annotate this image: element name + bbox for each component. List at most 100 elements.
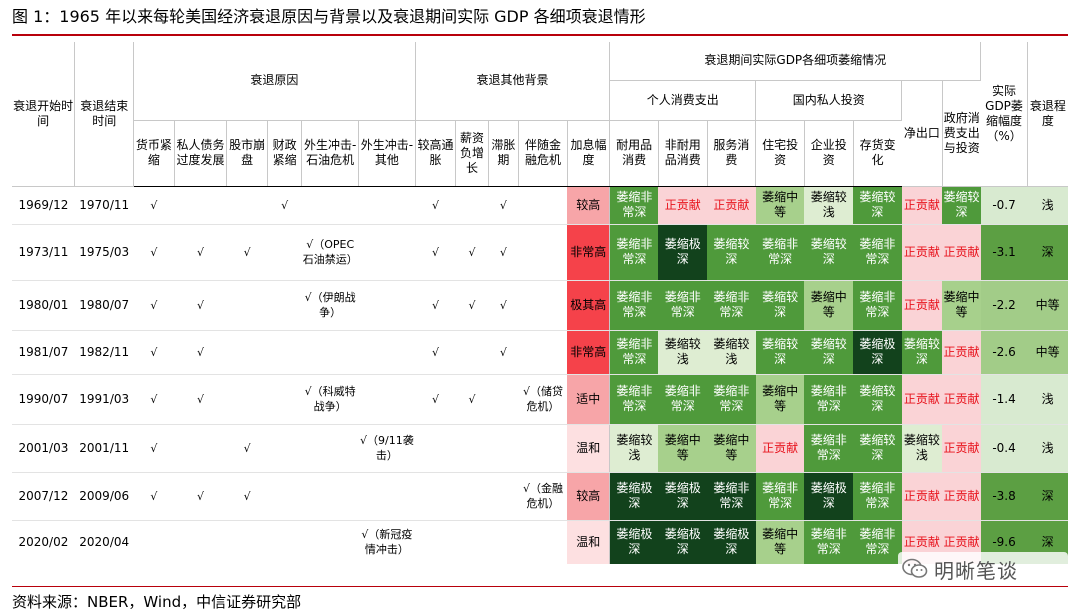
- cell-nondurable-consumption: 萎缩非常深: [658, 280, 708, 331]
- cell-degree: 中等: [1027, 330, 1068, 375]
- cell-high-inflation: √: [415, 330, 456, 375]
- cell-inventory-change: 萎缩非常深: [853, 280, 902, 331]
- cell-residential-investment: 萎缩中等: [755, 374, 805, 425]
- cell-monetary-tightening: √: [133, 424, 175, 473]
- table-row: 1990/07 1991/03 √ √ √（科威特战争） √ √ √（储贷危机） 适中 萎缩非常深…: [12, 374, 1068, 425]
- cell-gdp-drop: -0.7: [980, 186, 1028, 225]
- cell-gdp-drop: -0.4: [980, 424, 1028, 473]
- cell-financial-crisis: √（金融危机）: [518, 472, 568, 521]
- header-start: 衰退开始时间: [12, 42, 76, 187]
- cell-nondurable-consumption: 萎缩中等: [658, 424, 708, 473]
- cell-stock-crash: √: [226, 424, 268, 473]
- cell-nondurable-consumption: 萎缩极深: [658, 472, 708, 521]
- cell-negative-wage: [456, 520, 488, 564]
- cell-oil-shock: √（伊朗战争）: [301, 280, 359, 331]
- cell-durable-consumption: 萎缩非常深: [609, 186, 659, 225]
- cell-gov-spending: 正贡献: [942, 472, 981, 521]
- cell-private-debt: [174, 186, 227, 225]
- header-other-shock: 外生冲击-其他: [358, 120, 416, 187]
- cell-net-export: 萎缩较浅: [901, 424, 943, 473]
- cell-services-consumption: 萎缩非常深: [707, 280, 756, 331]
- cell-durable-consumption: 萎缩非常深: [609, 374, 659, 425]
- cell-gov-spending: 萎缩较深: [942, 186, 981, 225]
- cell-degree: 浅: [1027, 186, 1068, 225]
- cell-negative-wage: [455, 186, 489, 225]
- header-consumption: 个人消费支出: [609, 80, 757, 121]
- watermark-text: 明晰笔谈: [934, 558, 1018, 583]
- cell-rate-hike: 较高: [567, 186, 610, 225]
- cell-end-date: 1970/11: [74, 186, 134, 225]
- header-business-investment: 企业投资: [804, 120, 854, 187]
- cell-inventory-change: 萎缩非常深: [853, 224, 902, 281]
- cell-stock-crash: [227, 520, 268, 564]
- cell-residential-investment: 萎缩非常深: [755, 224, 805, 281]
- watermark: 明晰笔谈: [898, 552, 1068, 586]
- cell-start-date: 1980/01: [12, 280, 75, 331]
- cell-private-debt: √: [174, 472, 227, 521]
- cell-private-debt: √: [174, 224, 227, 281]
- header-stock-crash: 股市崩盘: [226, 120, 268, 187]
- cell-start-date: 2007/12: [12, 472, 75, 521]
- cell-stock-crash: √: [226, 472, 268, 521]
- cell-fiscal-tightening: [267, 280, 302, 331]
- cell-durable-consumption: 萎缩较浅: [609, 424, 659, 473]
- cell-high-inflation: [415, 472, 456, 521]
- recession-table: 衰退开始时间 衰退结束时间 衰退原因 衰退其他背景 衰退期间实际GDP各细项萎缩…: [12, 42, 1068, 564]
- cell-other-shock: [358, 330, 416, 375]
- cell-durable-consumption: 萎缩非常深: [609, 280, 659, 331]
- cell-inventory-change: 萎缩非常深: [853, 520, 902, 564]
- cell-business-investment: 萎缩较深: [804, 330, 854, 375]
- table-row: 1980/01 1980/07 √ √ √（伊朗战争） √ √ √ 极其高 萎缩非常深 萎缩非常深萎…: [12, 280, 1068, 331]
- cell-monetary-tightening: √: [133, 374, 175, 425]
- cell-stagflation: √: [488, 280, 519, 331]
- cell-residential-investment: 萎缩中等: [755, 186, 805, 225]
- header-rate-hike: 加息幅度: [567, 120, 611, 187]
- cell-oil-shock: [301, 186, 359, 225]
- cell-degree: 深: [1027, 472, 1068, 521]
- cell-nondurable-consumption: 萎缩非常深: [658, 374, 708, 425]
- header-other-background: 衰退其他背景: [415, 42, 611, 121]
- cell-monetary-tightening: √: [133, 472, 175, 521]
- cell-durable-consumption: 萎缩非常深: [609, 224, 659, 281]
- cell-end-date: 1982/11: [74, 330, 134, 375]
- cell-services-consumption: 萎缩非常深: [707, 374, 756, 425]
- cell-monetary-tightening: √: [133, 280, 175, 331]
- cell-rate-hike: 温和: [567, 424, 610, 473]
- cell-stock-crash: [226, 280, 268, 331]
- cell-high-inflation: √: [415, 374, 456, 425]
- cell-degree: 深: [1027, 224, 1068, 281]
- cell-services-consumption: 萎缩较浅: [707, 330, 756, 375]
- table-row: 1969/12 1970/11 √ √ √ √ 较高 萎缩非常深 正贡献 正贡献 萎缩中等 萎缩较浅萎…: [12, 186, 1068, 225]
- cell-financial-crisis: [518, 424, 568, 473]
- cell-business-investment: 萎缩中等: [804, 280, 854, 331]
- cell-oil-shock: √（OPEC石油禁运）: [301, 224, 359, 281]
- cell-stagflation: √: [488, 330, 519, 375]
- source-divider: [12, 586, 1068, 587]
- cell-end-date: 2009/06: [74, 472, 134, 521]
- cell-gov-spending: 正贡献: [942, 330, 981, 375]
- cell-start-date: 1981/07: [12, 330, 75, 375]
- cell-rate-hike: 适中: [567, 374, 610, 425]
- cell-residential-investment: 萎缩较深: [755, 330, 805, 375]
- header-gdp-items: 衰退期间实际GDP各细项萎缩情况: [609, 42, 982, 81]
- cell-start-date: 1969/12: [12, 186, 75, 225]
- cell-monetary-tightening: √: [133, 186, 175, 225]
- cell-business-investment: 萎缩较深: [804, 224, 854, 281]
- cell-residential-investment: 萎缩非常深: [755, 472, 805, 521]
- cell-private-debt: √: [174, 374, 227, 425]
- cell-high-inflation: [415, 424, 456, 473]
- cell-business-investment: 萎缩极深: [804, 472, 854, 521]
- cell-other-shock: √（新冠疫情冲击）: [361, 528, 413, 557]
- table-row: 2001/03 2001/11 √ √ √（9/11袭击） 温和 萎缩较浅 萎缩中等 萎缩中等正…: [12, 424, 1068, 473]
- cell-residential-investment: 萎缩中等: [755, 520, 805, 564]
- cell-stock-crash: √: [226, 224, 268, 281]
- header-private-debt: 私人债务过度发展: [174, 120, 228, 187]
- cell-fiscal-tightening: [267, 224, 302, 281]
- header-stagflation: 滞胀期: [488, 120, 520, 187]
- cell-gov-spending: 正贡献: [942, 374, 981, 425]
- cell-inventory-change: 萎缩较深: [853, 186, 902, 225]
- cell-fiscal-tightening: √: [267, 186, 302, 225]
- cell-inventory-change: 萎缩较深: [853, 424, 902, 473]
- cell-high-inflation: √: [415, 186, 456, 225]
